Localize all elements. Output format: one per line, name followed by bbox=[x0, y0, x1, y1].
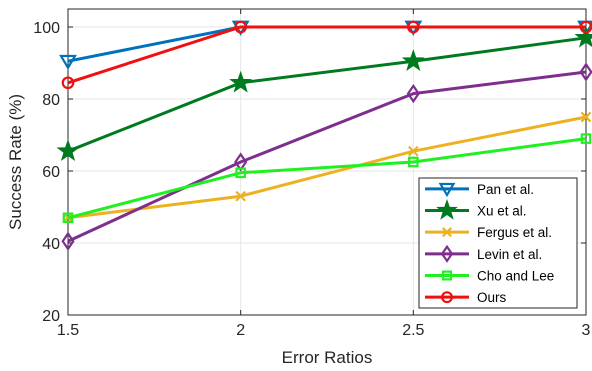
x-tick-label: 1.5 bbox=[57, 322, 79, 339]
legend-label: Fergus et al. bbox=[477, 225, 552, 240]
x-tick-label: 3 bbox=[582, 322, 591, 339]
star-marker bbox=[405, 52, 422, 68]
y-tick-label: 60 bbox=[42, 164, 60, 181]
y-axis-label: Success Rate (%) bbox=[6, 94, 25, 230]
legend-label: Levin et al. bbox=[477, 247, 542, 262]
x-tick-label: 2 bbox=[236, 322, 245, 339]
x-axis-label: Error Ratios bbox=[282, 348, 373, 367]
legend: Pan et al. Xu et al. Fergus et al. Levin et… bbox=[419, 178, 577, 308]
legend-label: Cho and Lee bbox=[477, 269, 554, 284]
legend-label: Xu et al. bbox=[477, 204, 527, 219]
star-marker bbox=[232, 74, 249, 90]
y-tick-label: 100 bbox=[33, 20, 60, 37]
legend-label: Ours bbox=[477, 290, 507, 305]
x-tick-label: 2.5 bbox=[402, 322, 424, 339]
series-line bbox=[68, 27, 586, 61]
legend-box bbox=[419, 178, 577, 308]
legend-label: Pan et al. bbox=[477, 182, 534, 197]
star-marker bbox=[60, 142, 77, 158]
series-pan-et-al- bbox=[61, 22, 592, 68]
series-line bbox=[68, 38, 586, 151]
series-line bbox=[68, 27, 586, 83]
y-tick-label: 40 bbox=[42, 236, 60, 253]
series-ours bbox=[63, 22, 592, 88]
y-tick-label: 80 bbox=[42, 92, 60, 109]
y-tick-label: 20 bbox=[42, 308, 60, 325]
